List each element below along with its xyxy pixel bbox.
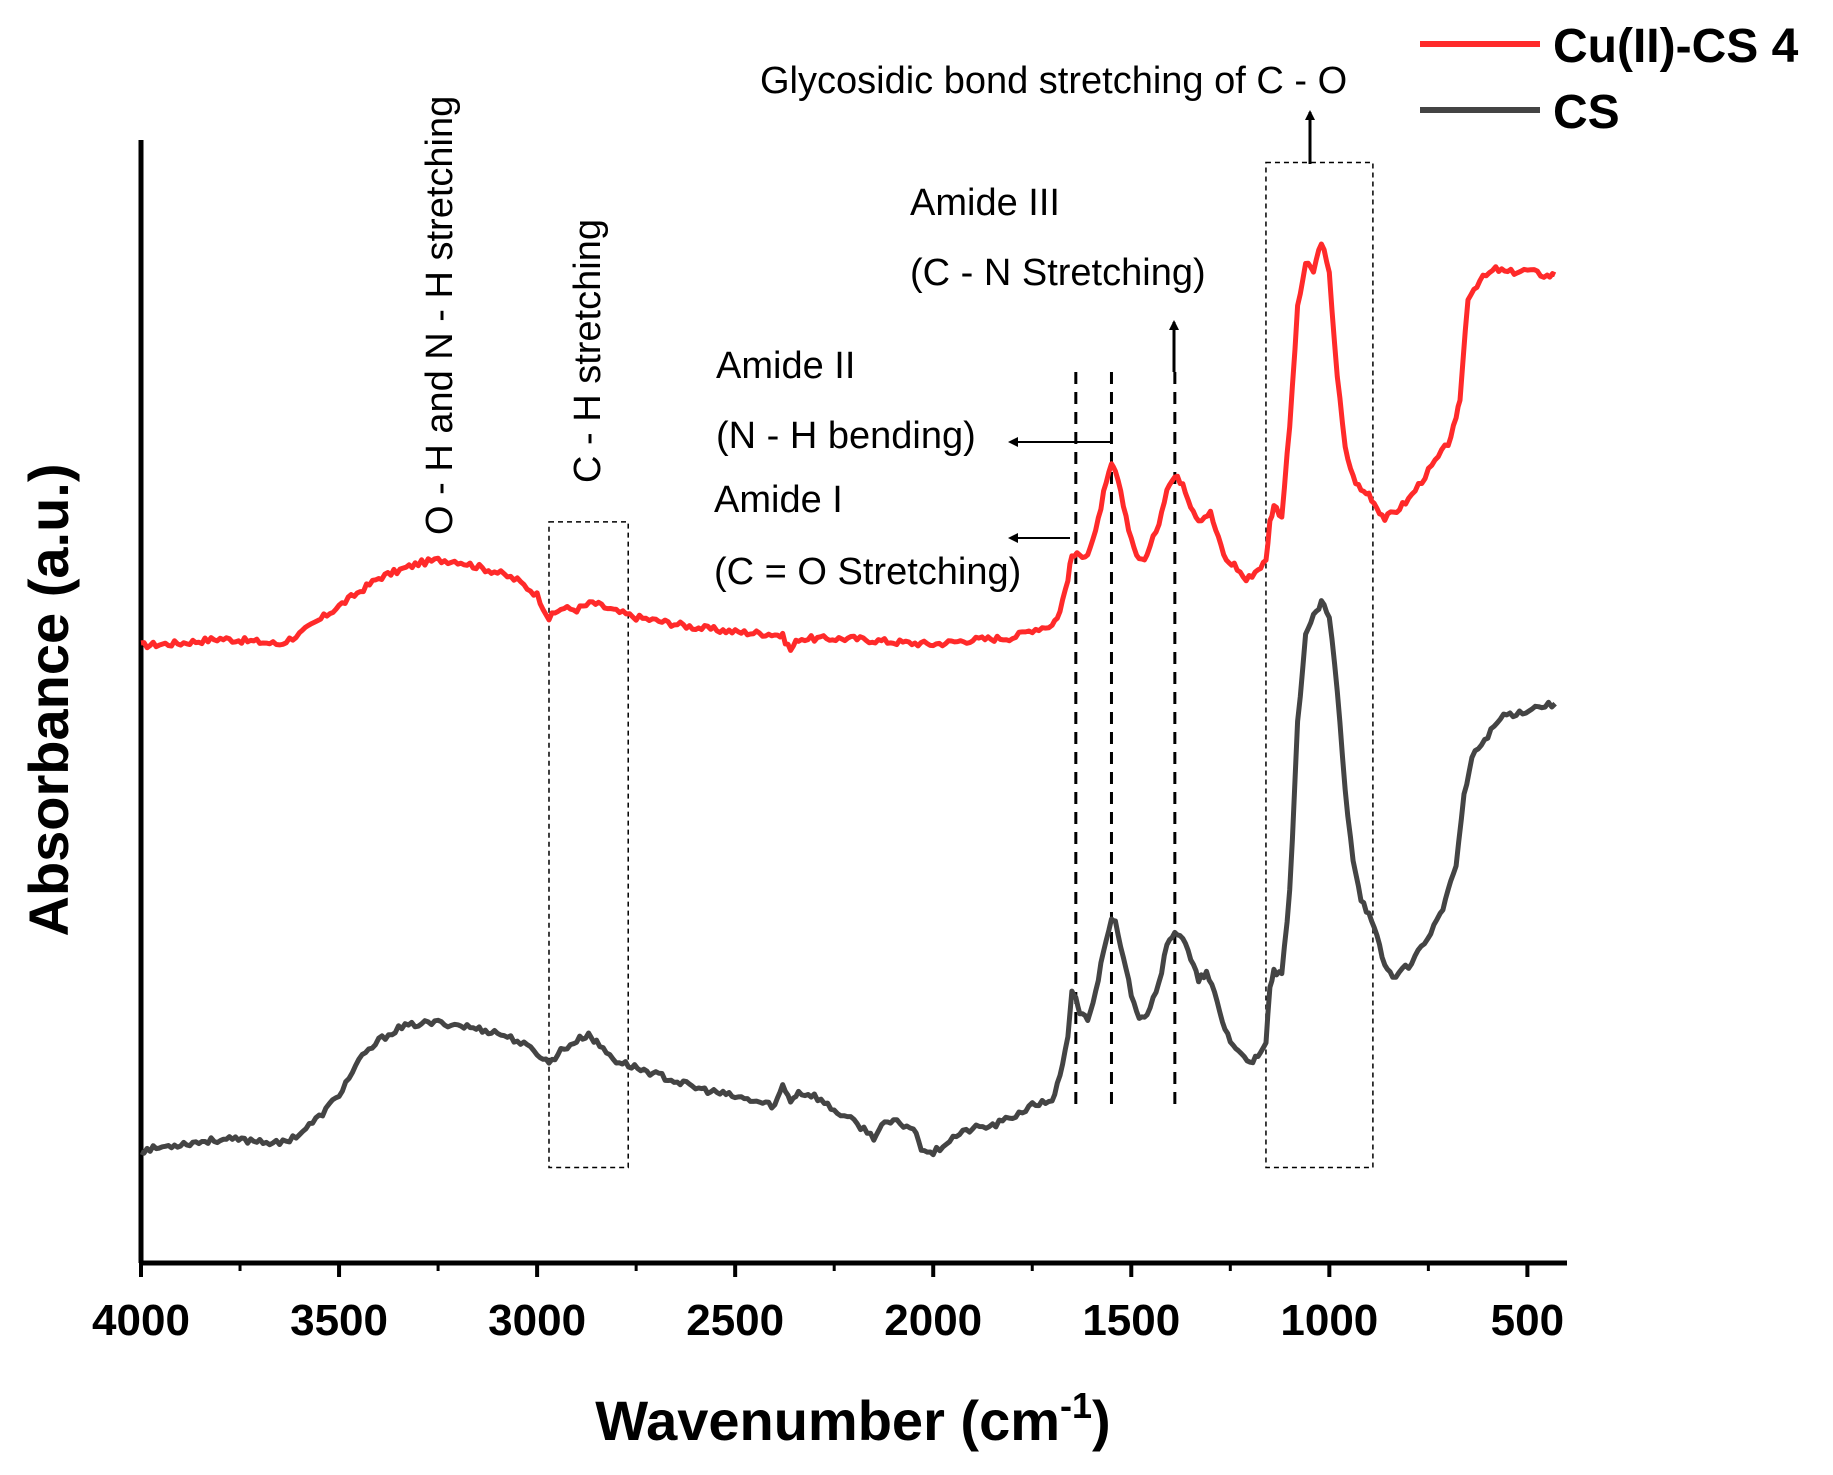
x-tick-label: 1000 — [1280, 1296, 1378, 1345]
x-axis-title-close: ) — [1092, 1389, 1111, 1452]
region-box — [548, 521, 629, 1169]
x-tick-label: 4000 — [92, 1296, 190, 1345]
series-line-cs — [139, 598, 1557, 1158]
x-axis-title-sup: -1 — [1060, 1385, 1092, 1426]
region-boxes — [548, 161, 1374, 1169]
x-ticks: 4000 3500 3000 2500 2000 1500 1000 500 — [92, 1263, 1564, 1345]
axes — [138, 140, 1567, 1266]
x-tick-label: 1500 — [1082, 1296, 1180, 1345]
series-line-cu-cs4 — [140, 241, 1557, 653]
annotation-amide3: Amide III — [910, 182, 1060, 224]
annotation-ch: C - H stretching — [567, 219, 609, 483]
annotation-amide2: Amide II — [716, 345, 855, 387]
legend-label-cu-cs4: Cu(II)-CS 4 — [1553, 20, 1799, 73]
annotation-glycosidic: Glycosidic bond stretching of C - O — [760, 60, 1347, 102]
x-tick-label: 2500 — [686, 1296, 784, 1345]
region-box — [1265, 161, 1374, 1169]
annotation-amide1-sub: (C = O Stretching) — [714, 551, 1021, 593]
annotation-amide1: Amide I — [714, 479, 843, 521]
x-tick-label: 3000 — [488, 1296, 586, 1345]
x-tick-label: 3500 — [290, 1296, 388, 1345]
legend-label-cs: CS — [1553, 86, 1620, 139]
x-tick-label: 500 — [1491, 1296, 1564, 1345]
x-axis-title-main: Wavenumber (cm — [595, 1389, 1060, 1452]
x-tick-label: 2000 — [884, 1296, 982, 1345]
annotation-amide2-sub: (N - H bending) — [716, 415, 976, 457]
peak-dashed-lines — [1074, 372, 1177, 1105]
annotation-amide3-sub: (C - N Stretching) — [910, 252, 1206, 294]
x-axis-title: Wavenumber (cm-1) — [595, 1385, 1110, 1452]
legend: Cu(II)-CS 4 CS — [1420, 20, 1799, 139]
annotation-oh-nh: O - H and N - H stretching — [419, 96, 461, 535]
y-axis-title: Absorbance (a.u.) — [17, 464, 80, 937]
